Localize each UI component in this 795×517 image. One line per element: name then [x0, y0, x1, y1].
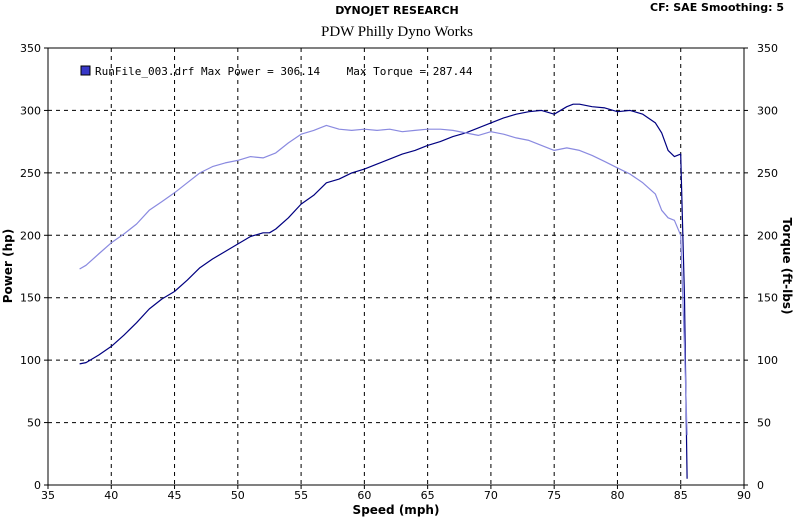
x-tick-label: 70	[484, 489, 498, 502]
x-tick-label: 55	[294, 489, 308, 502]
legend-text: RunFile_003.drf Max Power = 306.14 Max T…	[95, 65, 473, 78]
y-tick-label-right: 50	[757, 417, 771, 430]
tick-labels: 35 40 45 50 55 60 65 70 75 80 85 90 0 0 50 50 100 100 150 1…	[20, 42, 778, 502]
torque-line	[79, 124, 688, 436]
y-tick-label-left: 150	[20, 292, 41, 305]
company-header: DYNOJET RESEARCH	[335, 4, 458, 17]
chart-title: PDW Philly Dyno Works	[321, 24, 473, 40]
y-tick-label-left: 350	[20, 42, 41, 55]
x-tick-label: 80	[610, 489, 624, 502]
series-lines	[79, 103, 688, 479]
y-tick-label-left: 300	[20, 104, 41, 117]
x-tick-label: 65	[421, 489, 435, 502]
x-axis-label: Speed (mph)	[353, 503, 440, 517]
y-tick-label-left: 250	[20, 167, 41, 180]
y-tick-label-right: 300	[757, 104, 778, 117]
x-tick-label: 40	[104, 489, 118, 502]
plot-area	[47, 47, 745, 486]
settings-readout: CF: SAE Smoothing: 5	[650, 1, 784, 14]
y-axis-label-right: Torque (ft-lbs)	[780, 218, 794, 315]
y-tick-label-left: 100	[20, 354, 41, 367]
legend-swatch	[80, 65, 91, 76]
y-tick-label-right: 100	[757, 354, 778, 367]
grid-lines	[48, 48, 744, 485]
power-line	[79, 103, 688, 479]
x-tick-label: 50	[231, 489, 245, 502]
y-tick-label-right: 150	[757, 292, 778, 305]
x-tick-label: 45	[168, 489, 182, 502]
y-tick-label-right: 350	[757, 42, 778, 55]
x-tick-label: 60	[357, 489, 371, 502]
y-tick-label-right: 250	[757, 167, 778, 180]
y-axis-label-left: Power (hp)	[1, 229, 15, 303]
y-tick-label-left: 200	[20, 229, 41, 242]
x-tick-label: 90	[737, 489, 751, 502]
x-tick-label: 35	[41, 489, 55, 502]
y-tick-label-left: 0	[34, 479, 41, 492]
x-tick-label: 85	[674, 489, 688, 502]
y-tick-label-right: 200	[757, 229, 778, 242]
y-tick-label-right: 0	[757, 479, 764, 492]
y-tick-label-left: 50	[27, 417, 41, 430]
x-tick-label: 75	[547, 489, 561, 502]
